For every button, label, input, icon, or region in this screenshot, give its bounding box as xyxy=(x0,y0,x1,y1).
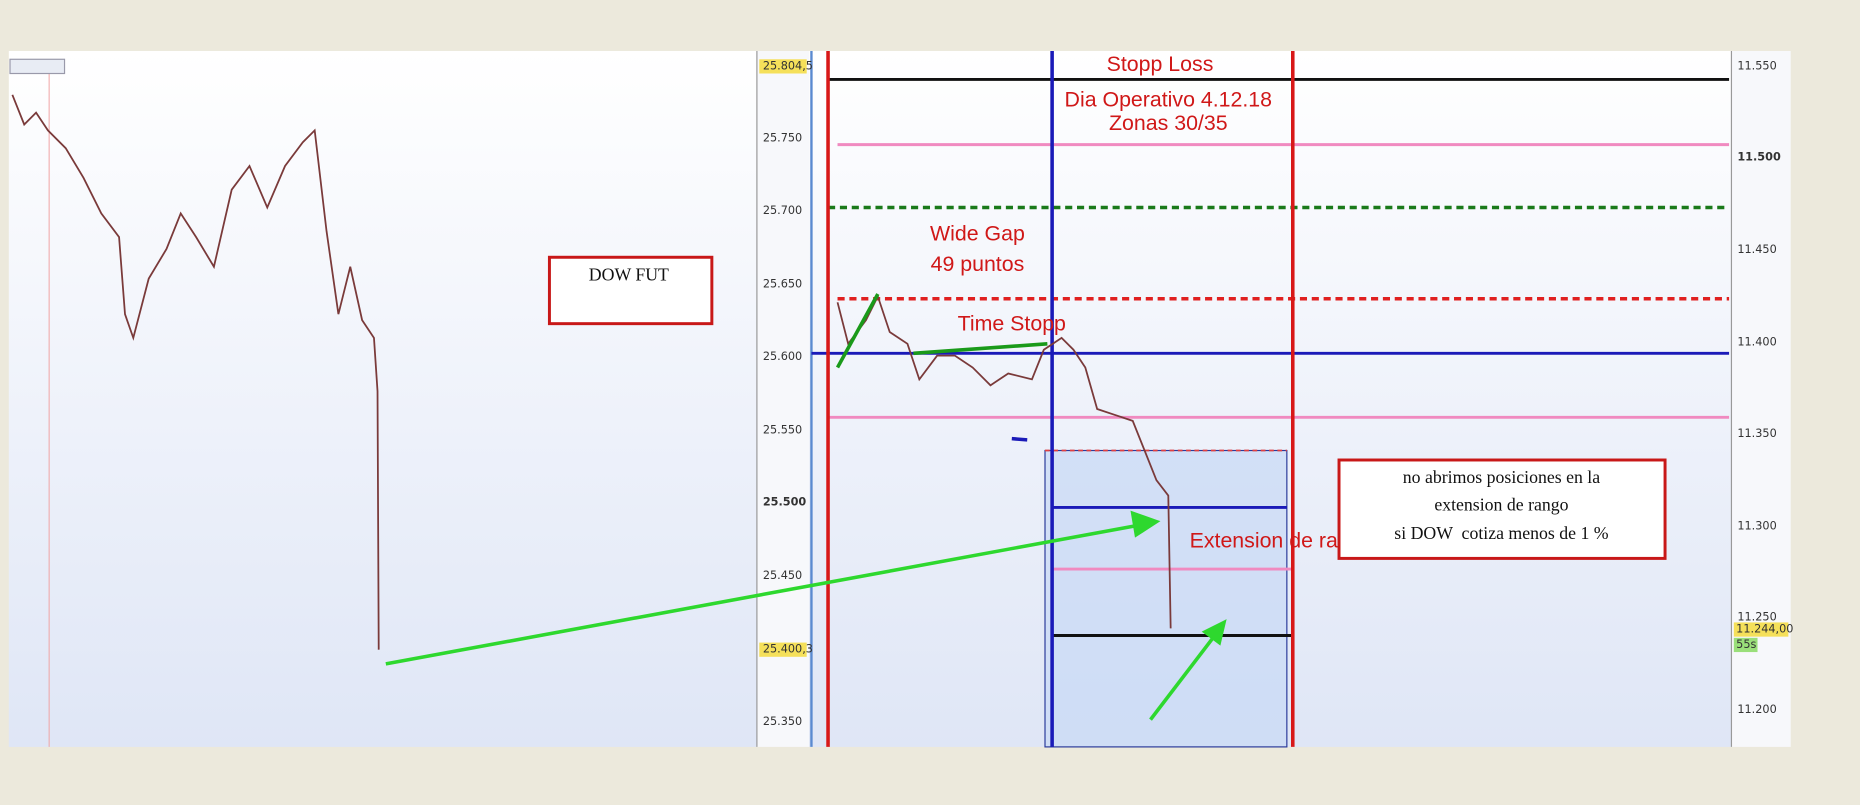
annotation: Wide Gap xyxy=(930,221,1025,245)
annotation: Zonas 30/35 xyxy=(1109,111,1228,135)
annotation: Time Stopp xyxy=(958,311,1066,335)
marker xyxy=(1011,436,1028,442)
left-axis xyxy=(756,50,810,747)
note-line: si DOW cotiza menos de 1 % xyxy=(1394,523,1608,543)
time-tag xyxy=(1733,637,1758,653)
axis-label: 25.450 xyxy=(763,569,802,582)
axis-label: 11.300 xyxy=(1737,519,1776,532)
annotation: Stopp Loss xyxy=(1107,52,1214,76)
title: DOW FUT xyxy=(589,264,669,284)
trend-line xyxy=(835,293,880,369)
axis-label: 25.350 xyxy=(763,715,802,728)
price-tag xyxy=(759,59,807,74)
axis-label: 11.450 xyxy=(1737,243,1776,256)
annotation: 49 puntos xyxy=(931,252,1025,276)
axis-label: 55s xyxy=(1736,638,1756,651)
axis-label: 25.804,5 xyxy=(763,59,813,72)
axis-label: 25.400,3 xyxy=(763,643,813,656)
note-line: no abrimos posiciones en la xyxy=(1403,467,1600,487)
trend-line xyxy=(913,342,1048,356)
note-line: extension de rango xyxy=(1434,494,1568,514)
axis-label: 25.600 xyxy=(763,350,802,363)
extension-box xyxy=(1044,449,1288,748)
arrows xyxy=(385,510,1227,721)
axis-label: 11.400 xyxy=(1737,336,1776,349)
price-tag xyxy=(1733,622,1789,637)
axis-label: 11.244,00 xyxy=(1736,623,1793,636)
axis-label: 11.550 xyxy=(1737,59,1776,72)
title-box xyxy=(547,255,714,326)
price-path xyxy=(11,94,380,650)
left-plot xyxy=(8,50,757,747)
price-path xyxy=(836,294,1172,629)
axis-label: 11.350 xyxy=(1737,427,1776,440)
axis-label: 25.550 xyxy=(763,423,802,436)
axis-label: 11.500 xyxy=(1737,151,1781,164)
axis-label: 25.750 xyxy=(763,132,802,145)
axis-label: 25.700 xyxy=(763,204,802,217)
axis-label: 11.200 xyxy=(1737,703,1776,716)
price-tag xyxy=(759,642,807,657)
axis-label: 25.500 xyxy=(763,496,807,509)
axis-label: 11.250 xyxy=(1737,611,1776,624)
note-box xyxy=(1337,458,1667,560)
annotation: Dia Operativo 4.12.18 xyxy=(1065,87,1272,111)
toolbar xyxy=(9,58,66,75)
axis-label: 25.650 xyxy=(763,278,802,291)
